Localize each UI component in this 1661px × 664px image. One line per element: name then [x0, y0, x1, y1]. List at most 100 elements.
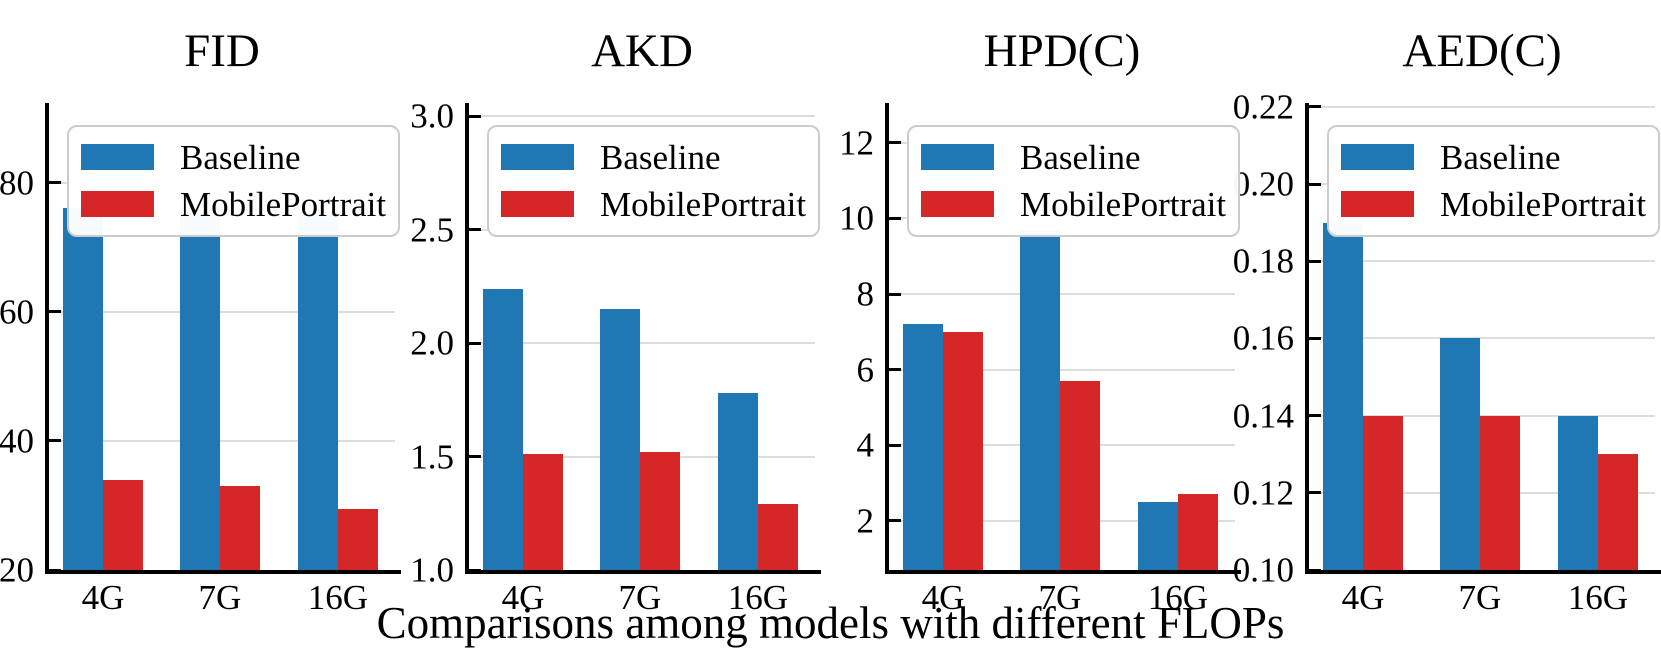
bar-mobileportrait-16g [1597, 454, 1638, 570]
legend-swatch-baseline [501, 144, 574, 170]
x-tick-label-7g: 7G [618, 578, 662, 617]
y-tick-label: 1.5 [410, 437, 454, 477]
x-tick-label-16g: 16G [307, 578, 369, 617]
x-axis-spine [885, 570, 1241, 574]
y-tick-mark [889, 141, 901, 145]
y-tick-label: 8 [856, 274, 875, 314]
gridline [469, 115, 815, 118]
bar-baseline-16g [717, 393, 758, 570]
chart-title-aedc: AED(C) [1402, 25, 1562, 77]
gridline [889, 368, 1235, 371]
y-tick-mark [1309, 414, 1321, 418]
y-tick-mark [469, 114, 481, 118]
gridline [1309, 260, 1655, 263]
bar-baseline-4g [902, 324, 943, 570]
x-tick-label-7g: 7G [198, 578, 242, 617]
bar-mobileportrait-7g [1479, 415, 1520, 570]
legend-label-mobileportrait: MobilePortrait [600, 184, 807, 224]
y-axis-spine [885, 103, 889, 574]
y-tick-label: 2.0 [410, 323, 454, 363]
legend-swatch-mobileportrait [1341, 191, 1414, 217]
bar-mobileportrait-4g [522, 454, 563, 570]
bar-baseline-7g [1019, 229, 1060, 570]
y-tick-mark [889, 519, 901, 523]
y-tick-mark [1309, 105, 1321, 109]
x-tick-label-16g: 16G [1147, 578, 1209, 617]
plot-akd: Baseline MobilePortrait 1.0 1.5 2.0 2.5 3.0 4… [410, 99, 821, 615]
legend-swatch-mobileportrait [921, 191, 994, 217]
legend-swatch-baseline [81, 144, 154, 170]
legend-swatch-baseline [921, 144, 994, 170]
legend-row-baseline: Baseline [501, 138, 806, 176]
x-tick-label-4g: 4G [501, 578, 545, 617]
y-tick-label: 0.12 [1232, 473, 1294, 513]
bar-mobileportrait-4g [942, 331, 983, 570]
y-tick-label: 4 [856, 425, 875, 465]
legend-fid: Baseline MobilePortrait [67, 125, 401, 237]
legend-row-mobileportrait: MobilePortrait [501, 185, 806, 223]
bar-baseline-16g [297, 211, 338, 570]
y-tick-label: 2 [856, 501, 875, 541]
bar-mobileportrait-16g [1177, 494, 1218, 570]
chart-title-fid: FID [184, 25, 260, 77]
x-tick-label-4g: 4G [921, 578, 965, 617]
bar-baseline-4g [1322, 222, 1363, 570]
y-tick-mark [49, 181, 61, 184]
y-tick-mark [1309, 336, 1321, 340]
legend-label-baseline: Baseline [600, 137, 721, 177]
x-tick-label-7g: 7G [1458, 578, 1502, 617]
y-tick-mark [469, 341, 481, 345]
y-tick-label: 0.10 [1232, 550, 1294, 590]
gridline [469, 342, 815, 345]
chart-title-akd: AKD [591, 25, 693, 77]
x-tick-label-16g: 16G [1567, 578, 1629, 617]
legend-row-mobileportrait: MobilePortrait [921, 185, 1226, 223]
bar-mobileportrait-7g [219, 486, 260, 570]
legend-label-mobileportrait: MobilePortrait [1020, 184, 1227, 224]
y-tick-label: 0.16 [1232, 318, 1294, 358]
chart-title-hpdc: HPD(C) [983, 25, 1141, 77]
legend-row-mobileportrait: MobilePortrait [81, 185, 386, 223]
y-tick-label: 40 [0, 421, 34, 461]
y-axis-spine [465, 103, 469, 574]
y-tick-label: 80 [0, 163, 34, 202]
y-tick-label: 0.20 [1232, 164, 1294, 204]
legend-aedc: Baseline MobilePortrait [1327, 125, 1661, 237]
legend-hpdc: Baseline MobilePortrait [907, 125, 1241, 237]
y-tick-mark [49, 439, 61, 443]
legend-row-baseline: Baseline [1341, 138, 1646, 176]
gridline [889, 293, 1235, 296]
plot-fid: Baseline MobilePortrait 20 40 60 80 4G 7G 16G [0, 103, 401, 615]
y-tick-label: 3.0 [410, 96, 454, 136]
bar-baseline-16g [1557, 415, 1598, 570]
y-tick-label: 10 [839, 198, 874, 238]
legend-label-baseline: Baseline [1020, 137, 1141, 177]
y-tick-label: 0.14 [1232, 396, 1294, 436]
bar-mobileportrait-7g [1059, 380, 1100, 570]
legend-row-baseline: Baseline [921, 138, 1226, 176]
x-tick-label-7g: 7G [1038, 578, 1082, 617]
x-axis-spine [45, 570, 401, 574]
x-tick-label-4g: 4G [81, 578, 125, 617]
y-tick-mark [1309, 259, 1321, 263]
y-tick-mark [889, 216, 901, 220]
y-tick-label: 60 [0, 292, 34, 332]
legend-label-mobileportrait: MobilePortrait [180, 184, 387, 224]
y-tick-mark [469, 455, 481, 459]
gridline [1309, 105, 1655, 108]
bar-baseline-7g [599, 309, 640, 570]
y-axis-spine [45, 103, 49, 574]
bar-baseline-7g [179, 211, 220, 570]
y-tick-mark [889, 368, 901, 372]
legend-akd: Baseline MobilePortrait [487, 125, 821, 237]
legend-row-mobileportrait: MobilePortrait [1341, 185, 1646, 223]
y-tick-mark [889, 443, 901, 447]
gridline [1309, 414, 1655, 417]
y-tick-mark [1309, 182, 1321, 186]
bar-mobileportrait-4g [102, 479, 143, 570]
legend-swatch-mobileportrait [81, 191, 154, 217]
y-tick-mark [49, 310, 61, 314]
x-axis-spine [465, 570, 821, 574]
y-axis-spine [1305, 103, 1309, 574]
y-tick-mark [889, 292, 901, 296]
